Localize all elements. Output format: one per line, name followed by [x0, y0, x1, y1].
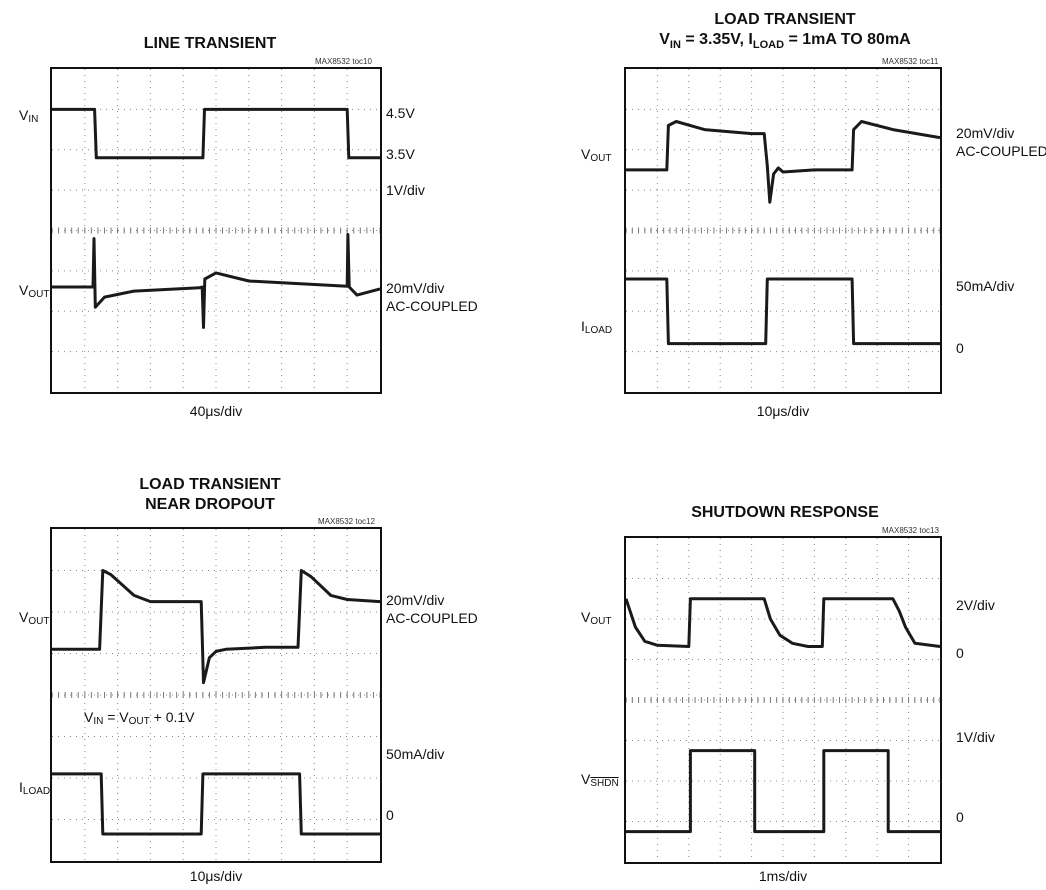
trace-vin — [52, 107, 380, 160]
trace-label-vout: VOUT — [19, 609, 50, 627]
toc-label: MAX8532 toc10 — [315, 57, 372, 66]
toc-label: MAX8532 toc13 — [882, 526, 939, 535]
trace-label-iload: ILOAD — [581, 318, 613, 336]
chart-title: SHUTDOWN RESPONSE — [691, 504, 879, 521]
toc-label: MAX8532 toc11 — [882, 57, 939, 66]
scope-plot — [52, 529, 380, 861]
scale-label: 50mA/div — [956, 278, 1015, 294]
toc-label: MAX8532 toc12 — [318, 517, 375, 526]
trace-vout — [626, 597, 940, 648]
level-label: 3.5V — [386, 146, 415, 162]
chart-subtitle: VIN = 3.35V, ILOAD = 1mA TO 80mA — [659, 31, 911, 52]
scale-label: 2V/div — [956, 597, 995, 613]
trace-label-vout: VOUT — [581, 609, 612, 627]
trace-vout — [626, 120, 940, 204]
trace-iload — [52, 772, 380, 836]
level-label: 0 — [956, 340, 964, 356]
trace-vout — [52, 233, 380, 329]
timebase-label: 1ms/div — [758, 868, 808, 884]
coupling-label: AC-COUPLED — [386, 610, 478, 626]
chart-title: LOAD TRANSIENT — [139, 476, 281, 493]
timebase-label: 10μs/div — [189, 868, 243, 884]
trace-label-vshdn: VSHDN — [581, 771, 619, 789]
trace-vout — [52, 569, 380, 685]
level-label: 0 — [956, 809, 964, 825]
scope-screen — [624, 536, 942, 864]
trace-iload — [626, 277, 940, 346]
scope-plot — [626, 538, 940, 862]
trace-vshdn — [626, 749, 940, 834]
scope-screen — [50, 527, 382, 863]
timebase-label: 10μs/div — [756, 403, 810, 419]
trace-label-vout: VOUT — [19, 282, 50, 300]
scope-screen — [50, 67, 382, 394]
chart-title: LOAD TRANSIENT — [714, 11, 856, 28]
level-label: 0 — [386, 807, 394, 823]
scale-label: 1V/div — [956, 729, 995, 745]
scale-label: 1V/div — [386, 182, 425, 198]
chart-subtitle: NEAR DROPOUT — [145, 496, 275, 513]
scope-screen — [624, 67, 942, 394]
trace-label-iload: ILOAD — [19, 779, 51, 797]
timebase-label: 40μs/div — [189, 403, 243, 419]
scale-label: 20mV/div — [386, 280, 445, 296]
coupling-label: AC-COUPLED — [956, 143, 1046, 159]
trace-label-vout: VOUT — [581, 146, 612, 164]
scope-plot — [626, 69, 940, 392]
scale-label: 20mV/div — [386, 592, 445, 608]
level-label: 0 — [956, 645, 964, 661]
chart-title: LINE TRANSIENT — [143, 35, 277, 52]
scale-label: 50mA/div — [386, 746, 445, 762]
coupling-label: AC-COUPLED — [386, 298, 478, 314]
scale-label: 20mV/div — [956, 125, 1015, 141]
trace-label-vin: VIN — [19, 107, 39, 125]
annotation: VIN = VOUT + 0.1V — [84, 709, 195, 727]
scope-plot — [52, 69, 380, 392]
level-label: 4.5V — [386, 105, 415, 121]
